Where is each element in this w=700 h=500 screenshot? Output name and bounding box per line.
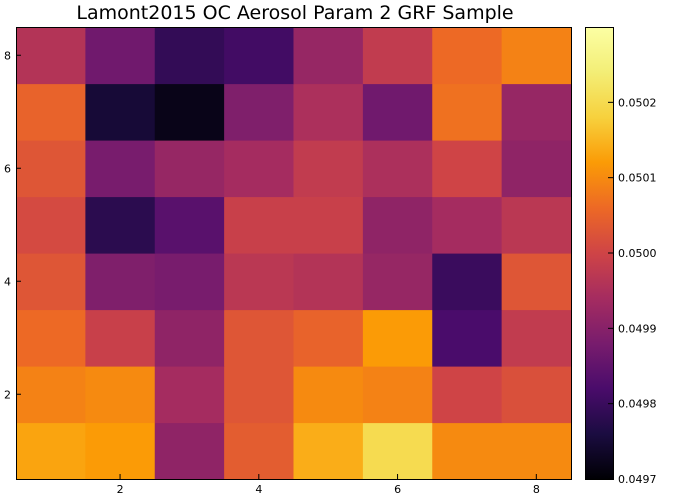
plot-frame — [16, 27, 572, 480]
heatmap-cell — [432, 422, 503, 480]
heatmap-cell — [224, 422, 295, 480]
heatmap-cell — [154, 366, 225, 424]
heatmap-cell — [501, 422, 572, 480]
x-tick-label: 2 — [117, 483, 124, 496]
y-tick-label: 2 — [4, 388, 11, 401]
colorbar-frame — [585, 27, 614, 480]
heatmap-cell — [85, 309, 156, 367]
colorbar-tick-label: 0.0497 — [618, 473, 657, 486]
heatmap-cell — [85, 366, 156, 424]
heatmap-cell — [154, 140, 225, 198]
heatmap-cell — [154, 196, 225, 254]
y-axis: 2 4 6 8 — [4, 49, 21, 401]
heatmap-cell — [362, 83, 433, 141]
heatmap-cell — [85, 196, 156, 254]
colorbar-tick-label: 0.0498 — [618, 398, 657, 411]
chart-title: Lamont2015 OC Aerosol Param 2 GRF Sample — [76, 2, 513, 24]
heatmap-cell — [16, 253, 86, 311]
x-tick-label: 4 — [255, 483, 262, 496]
heatmap-cell — [224, 253, 295, 311]
heatmap-cell — [154, 27, 225, 85]
x-tick-label: 8 — [533, 483, 540, 496]
heatmap-cell — [293, 27, 364, 85]
heatmap-cell — [16, 140, 86, 198]
heatmap-cell — [154, 422, 225, 480]
heatmap-cell — [16, 422, 86, 480]
heatmap-cell — [85, 140, 156, 198]
heatmap-cell — [293, 196, 364, 254]
heatmap-cell — [154, 253, 225, 311]
x-tick-label: 6 — [394, 483, 401, 496]
heatmap-cell — [362, 422, 433, 480]
heatmap-cell — [501, 196, 572, 254]
heatmap-cell — [432, 27, 503, 85]
heatmap-cell — [16, 196, 86, 254]
heatmap-cell — [432, 83, 503, 141]
heatmap-cell — [16, 27, 86, 85]
heatmap-cell — [501, 366, 572, 424]
heatmap-cell — [224, 196, 295, 254]
heatmap-cell — [224, 27, 295, 85]
y-tick-label: 6 — [4, 162, 11, 175]
heatmap-cell — [293, 309, 364, 367]
heatmap-cell — [432, 253, 503, 311]
heatmap-cell — [85, 83, 156, 141]
heatmap-cell — [293, 422, 364, 480]
x-axis: 2 4 6 8 — [117, 474, 540, 496]
y-tick-label: 4 — [4, 275, 11, 288]
colorbar-tick-label: 0.0499 — [618, 322, 657, 335]
heatmap-cell — [154, 83, 225, 141]
heatmap-cell — [362, 253, 433, 311]
heatmap-cell — [293, 253, 364, 311]
heatmap-cell — [85, 253, 156, 311]
heatmap-cell — [293, 140, 364, 198]
heatmap-cell — [224, 140, 295, 198]
heatmap-cell — [85, 422, 156, 480]
heatmap-cell — [16, 83, 86, 141]
heatmap-cell — [501, 140, 572, 198]
heatmap-cell — [224, 366, 295, 424]
heatmap-cell — [501, 27, 572, 85]
heatmap-cells — [16, 27, 572, 480]
y-tick-label: 8 — [4, 49, 11, 62]
heatmap-cell — [362, 309, 433, 367]
heatmap-cell — [224, 83, 295, 141]
heatmap-cell — [85, 27, 156, 85]
heatmap-cell — [154, 309, 225, 367]
heatmap-cell — [362, 196, 433, 254]
heatmap-cell — [501, 309, 572, 367]
heatmap-cell — [432, 366, 503, 424]
colorbar-tick-label: 0.0500 — [618, 247, 657, 260]
heatmap-cell — [362, 366, 433, 424]
heatmap-cell — [432, 309, 503, 367]
heatmap-cell — [432, 140, 503, 198]
heatmap-cell — [501, 83, 572, 141]
heatmap-cell — [224, 309, 295, 367]
colorbar-tick-label: 0.0501 — [618, 172, 657, 185]
heatmap-cell — [293, 83, 364, 141]
heatmap-cell — [293, 366, 364, 424]
heatmap-cell — [16, 366, 86, 424]
colorbar-tick-label: 0.0502 — [618, 96, 657, 109]
heatmap-cell — [432, 196, 503, 254]
heatmap-cell — [362, 140, 433, 198]
heatmap-cell — [362, 27, 433, 85]
heatmap-cell — [16, 309, 86, 367]
heatmap-cell — [501, 253, 572, 311]
colorbar-axis: 0.0497 0.0498 0.0499 0.0500 0.0501 0.0502 — [608, 96, 657, 486]
